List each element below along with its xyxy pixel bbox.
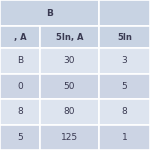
Bar — [40, 26, 99, 48]
Bar — [99, 74, 150, 99]
Text: 125: 125 — [61, 133, 78, 142]
Text: 8: 8 — [17, 107, 23, 116]
Text: B: B — [17, 56, 23, 65]
Bar — [0, 124, 40, 150]
Bar — [40, 124, 99, 150]
Bar — [0, 48, 40, 74]
Bar — [99, 124, 150, 150]
Bar — [0, 99, 40, 124]
Bar — [99, 99, 150, 124]
Bar — [99, 48, 150, 74]
Text: 5In, A: 5In, A — [56, 33, 83, 42]
Bar — [99, 26, 150, 48]
Text: 5: 5 — [122, 82, 127, 91]
Text: 8: 8 — [122, 107, 127, 116]
Bar — [0, 0, 99, 26]
Text: 3: 3 — [122, 56, 127, 65]
Text: 80: 80 — [64, 107, 75, 116]
Text: 5In: 5In — [117, 33, 132, 42]
Text: 0: 0 — [17, 82, 23, 91]
Text: , A: , A — [14, 33, 26, 42]
Text: 30: 30 — [64, 56, 75, 65]
Text: 1: 1 — [122, 133, 127, 142]
Text: 50: 50 — [64, 82, 75, 91]
Text: B: B — [46, 9, 53, 18]
Text: 5: 5 — [17, 133, 23, 142]
Bar — [40, 48, 99, 74]
Bar — [40, 99, 99, 124]
Bar — [0, 26, 40, 48]
Bar — [0, 74, 40, 99]
Bar — [40, 74, 99, 99]
Bar — [99, 0, 150, 26]
